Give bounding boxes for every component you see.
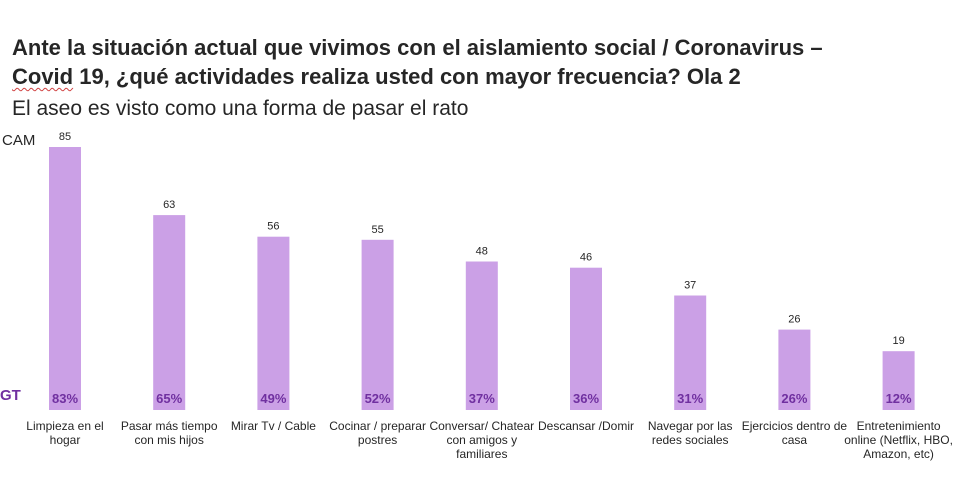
bar-cam bbox=[49, 147, 81, 410]
data-label-gt: 26% bbox=[781, 391, 807, 406]
data-label-cam: 63 bbox=[163, 199, 175, 211]
title-line-1: Ante la situación actual que vivimos con… bbox=[12, 35, 823, 60]
title-spellcheck-word: Covid bbox=[12, 64, 74, 89]
data-label-cam: 55 bbox=[371, 224, 383, 236]
category-label: Descansar /Domir bbox=[537, 419, 635, 433]
data-label-cam: 37 bbox=[684, 280, 696, 292]
title-line-2: 19, ¿qué actividades realiza usted con m… bbox=[73, 64, 741, 89]
data-label-gt: 65% bbox=[156, 391, 182, 406]
data-label-cam: 19 bbox=[892, 335, 904, 347]
bar-cam bbox=[465, 261, 498, 410]
category-label: Entretenimiento online (Netflix, HBO, Am… bbox=[844, 419, 953, 461]
data-label-gt: 83% bbox=[52, 391, 78, 406]
bar-cam bbox=[674, 295, 707, 410]
data-label-gt: 37% bbox=[469, 391, 495, 406]
data-label-gt: 49% bbox=[260, 391, 286, 406]
bar-cam bbox=[570, 267, 602, 410]
bar-cam bbox=[882, 351, 915, 410]
category-label: Cocinar / preparar postres bbox=[329, 419, 426, 447]
data-label-gt: 36% bbox=[573, 391, 599, 406]
chart-title: Ante la situación actual que vivimos con… bbox=[12, 33, 952, 91]
bar-cam bbox=[361, 239, 394, 410]
data-label-gt: 12% bbox=[886, 391, 912, 406]
row-label-cam: CAM bbox=[2, 132, 36, 149]
chart-subtitle: El aseo es visto como una forma de pasar… bbox=[12, 97, 469, 120]
category-label: Conversar/ Chatear con amigos y familiar… bbox=[429, 419, 535, 461]
row-label-gt: GT bbox=[0, 387, 21, 404]
bar-cam bbox=[153, 215, 186, 410]
category-label: Pasar más tiempo con mis hijos bbox=[120, 419, 218, 447]
data-label-cam: 56 bbox=[267, 221, 279, 233]
bar-cam bbox=[778, 329, 811, 410]
category-label: Ejercicios dentro de casa bbox=[741, 419, 848, 447]
data-label-cam: 85 bbox=[59, 131, 71, 143]
data-label-gt: 31% bbox=[677, 391, 703, 406]
data-label-cam: 46 bbox=[580, 252, 592, 264]
data-label-cam: 48 bbox=[476, 246, 488, 258]
category-label: Mirar Tv / Cable bbox=[230, 419, 316, 433]
category-label: Navegar por las redes sociales bbox=[647, 419, 733, 447]
category-label: Limpieza en el hogar bbox=[26, 419, 104, 447]
data-label-cam: 26 bbox=[788, 314, 800, 326]
bar-cam bbox=[257, 236, 290, 410]
data-label-gt: 52% bbox=[365, 391, 391, 406]
